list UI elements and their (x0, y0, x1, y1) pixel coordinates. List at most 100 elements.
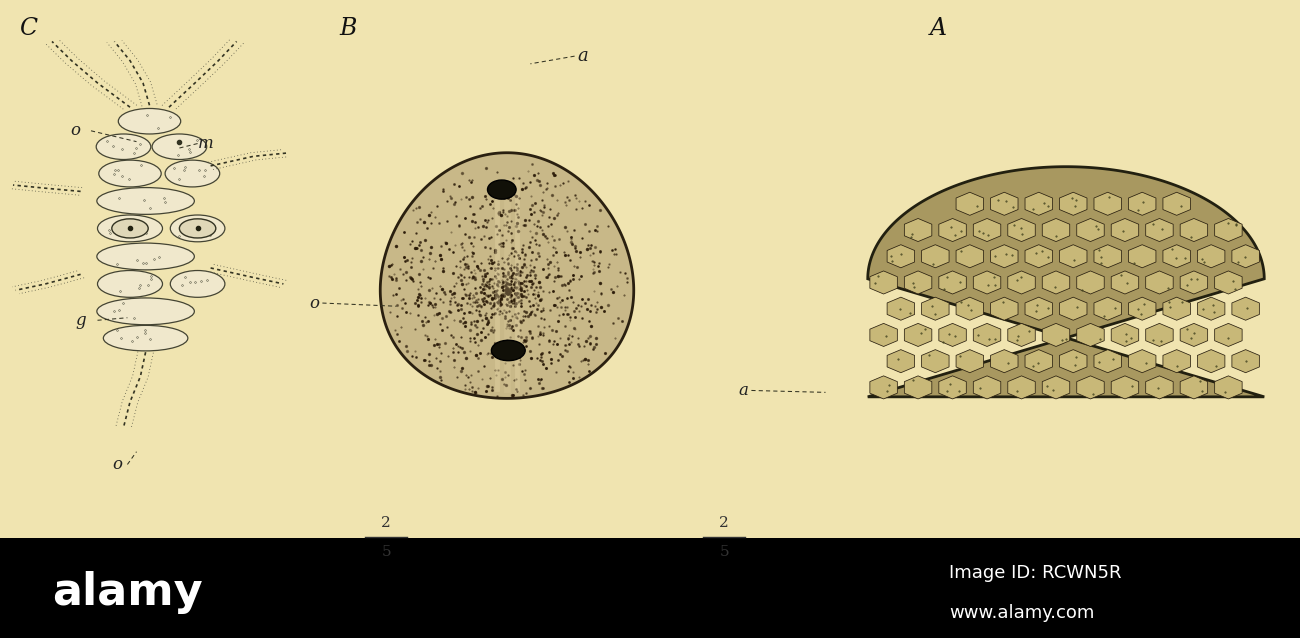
Text: o: o (112, 456, 122, 473)
Polygon shape (1180, 323, 1208, 346)
Polygon shape (939, 271, 966, 294)
Ellipse shape (98, 271, 162, 297)
Polygon shape (905, 323, 932, 346)
Polygon shape (870, 323, 897, 346)
Polygon shape (887, 350, 915, 373)
Polygon shape (1128, 245, 1156, 268)
Polygon shape (1076, 271, 1104, 294)
Polygon shape (1197, 297, 1225, 320)
Polygon shape (868, 167, 1264, 397)
Ellipse shape (152, 134, 207, 160)
Polygon shape (991, 297, 1018, 320)
Polygon shape (1076, 376, 1104, 399)
Polygon shape (1008, 218, 1035, 242)
Polygon shape (905, 271, 932, 294)
Polygon shape (956, 297, 984, 320)
Polygon shape (939, 376, 966, 399)
Polygon shape (1180, 218, 1208, 242)
Polygon shape (905, 376, 932, 399)
Polygon shape (1145, 218, 1173, 242)
Polygon shape (1008, 323, 1035, 346)
Polygon shape (1024, 297, 1053, 320)
Polygon shape (1197, 350, 1225, 373)
Text: 2: 2 (381, 516, 391, 530)
Polygon shape (1095, 245, 1122, 268)
Polygon shape (1128, 297, 1156, 320)
Polygon shape (1043, 218, 1070, 242)
Ellipse shape (96, 243, 195, 270)
Polygon shape (1128, 350, 1156, 373)
Polygon shape (939, 218, 966, 242)
Polygon shape (1128, 192, 1156, 216)
Polygon shape (1180, 376, 1208, 399)
Polygon shape (887, 245, 915, 268)
Polygon shape (1076, 218, 1104, 242)
Polygon shape (1095, 297, 1122, 320)
Polygon shape (1164, 192, 1191, 216)
Polygon shape (870, 271, 897, 294)
Polygon shape (1197, 245, 1225, 268)
Ellipse shape (170, 215, 225, 242)
Polygon shape (1112, 271, 1139, 294)
Polygon shape (956, 192, 984, 216)
Bar (0, 538, 1300, 638)
Polygon shape (1043, 271, 1070, 294)
Ellipse shape (99, 160, 161, 187)
Polygon shape (870, 376, 897, 399)
Polygon shape (974, 376, 1001, 399)
Polygon shape (1164, 297, 1191, 320)
Polygon shape (956, 245, 984, 268)
Polygon shape (887, 297, 915, 320)
Ellipse shape (96, 298, 195, 325)
Polygon shape (1145, 271, 1173, 294)
Polygon shape (1008, 271, 1035, 294)
Ellipse shape (98, 215, 162, 242)
Polygon shape (1024, 192, 1053, 216)
Polygon shape (1232, 297, 1260, 320)
Polygon shape (1043, 376, 1070, 399)
Polygon shape (1060, 245, 1087, 268)
Ellipse shape (96, 134, 151, 160)
Polygon shape (1180, 271, 1208, 294)
Polygon shape (974, 323, 1001, 346)
Text: www.alamy.com: www.alamy.com (949, 604, 1095, 622)
Polygon shape (1112, 323, 1139, 346)
Polygon shape (1164, 350, 1191, 373)
Polygon shape (1112, 376, 1139, 399)
Text: C: C (20, 17, 38, 40)
Polygon shape (1060, 297, 1087, 320)
Polygon shape (1024, 350, 1053, 373)
Polygon shape (1008, 376, 1035, 399)
Polygon shape (956, 350, 984, 373)
Ellipse shape (118, 108, 181, 134)
Polygon shape (974, 271, 1001, 294)
Polygon shape (1214, 323, 1242, 346)
Polygon shape (974, 218, 1001, 242)
Polygon shape (922, 245, 949, 268)
Polygon shape (1145, 376, 1173, 399)
Text: m: m (198, 135, 213, 152)
Text: 2: 2 (719, 516, 729, 530)
Polygon shape (1076, 323, 1104, 346)
Polygon shape (1095, 192, 1122, 216)
Polygon shape (991, 350, 1018, 373)
Polygon shape (1060, 192, 1087, 216)
Polygon shape (1214, 271, 1242, 294)
Text: o: o (309, 295, 320, 311)
Text: g: g (75, 312, 86, 329)
Ellipse shape (170, 271, 225, 297)
Polygon shape (991, 245, 1018, 268)
Polygon shape (905, 218, 932, 242)
Polygon shape (1164, 245, 1191, 268)
Text: o: o (70, 122, 81, 139)
Polygon shape (1095, 350, 1122, 373)
Polygon shape (1214, 218, 1242, 242)
Polygon shape (1232, 350, 1260, 373)
Polygon shape (922, 350, 949, 373)
Text: a: a (577, 47, 588, 65)
Polygon shape (1043, 323, 1070, 346)
Polygon shape (381, 152, 634, 398)
Ellipse shape (488, 180, 516, 199)
Polygon shape (1145, 323, 1173, 346)
Polygon shape (922, 297, 949, 320)
